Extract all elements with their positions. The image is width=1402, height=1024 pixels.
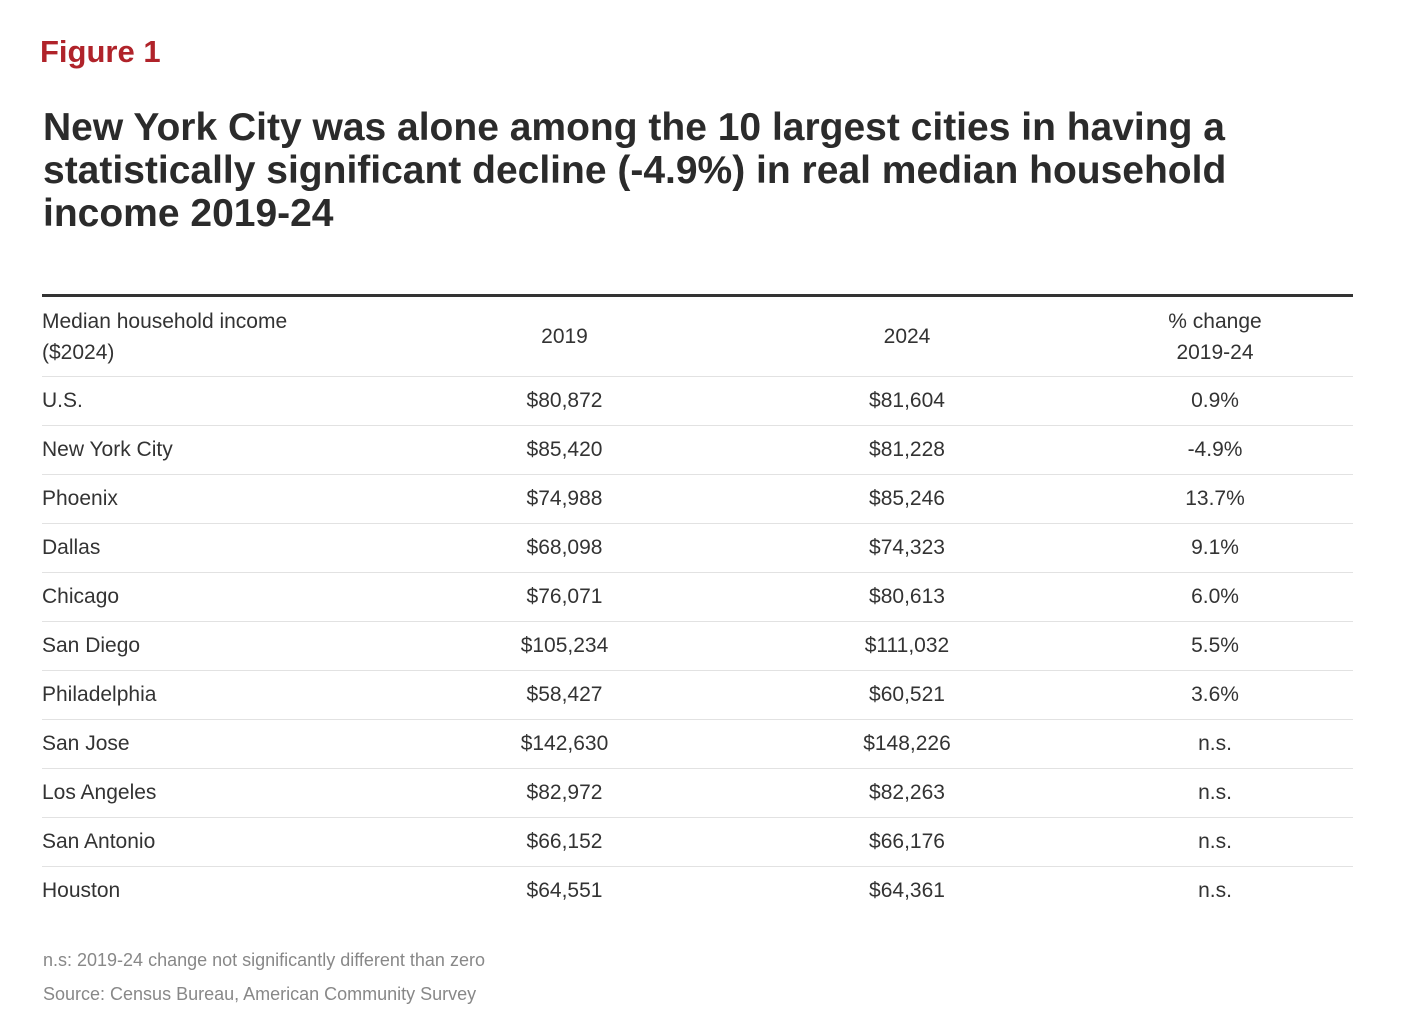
income-2019-cell: $85,420 (392, 425, 737, 475)
income-2024-cell: $81,604 (737, 376, 1077, 426)
income-2024-cell: $81,228 (737, 425, 1077, 475)
income-table: Median household income ($2024) 2019 2024 % … (42, 294, 1353, 915)
pct-change-cell: 6.0% (1077, 572, 1353, 622)
income-2024-cell: $148,226 (737, 719, 1077, 769)
pct-change-cell: n.s. (1077, 768, 1353, 818)
table-row: Houston $64,551 $64,361 n.s. (42, 866, 1353, 915)
pct-change-cell: n.s. (1077, 719, 1353, 769)
income-2019-cell: $64,551 (392, 866, 737, 915)
table-row: New York City $85,420 $81,228 -4.9% (42, 425, 1353, 475)
table-header-row: Median household income ($2024) 2019 2024 % … (42, 295, 1353, 377)
income-2024-cell: $66,176 (737, 817, 1077, 867)
income-2019-cell: $74,988 (392, 474, 737, 524)
table-row: Phoenix $74,988 $85,246 13.7% (42, 474, 1353, 524)
city-cell: Houston (42, 866, 392, 915)
source-note: Source: Census Bureau, American Communit… (43, 984, 477, 1004)
pct-change-cell: 5.5% (1077, 621, 1353, 671)
income-2019-cell: $80,872 (392, 376, 737, 426)
income-2024-cell: $80,613 (737, 572, 1077, 622)
city-cell: U.S. (42, 376, 392, 426)
city-cell: San Antonio (42, 817, 392, 867)
table-row: Chicago $76,071 $80,613 6.0% (42, 572, 1353, 622)
table-row: Los Angeles $82,972 $82,263 n.s. (42, 768, 1353, 818)
pct-change-cell: n.s. (1077, 866, 1353, 915)
income-2019-cell: $58,427 (392, 670, 737, 720)
pct-change-cell: 3.6% (1077, 670, 1353, 720)
table-row: San Jose $142,630 $148,226 n.s. (42, 719, 1353, 769)
income-2019-cell: $142,630 (392, 719, 737, 769)
column-header: 2024 (737, 295, 1077, 377)
income-2019-cell: $66,152 (392, 817, 737, 867)
chart-title: New York City was alone among the 10 lar… (43, 106, 1227, 235)
city-cell: Dallas (42, 523, 392, 573)
income-2024-cell: $85,246 (737, 474, 1077, 524)
pct-change-cell: 13.7% (1077, 474, 1353, 524)
column-header-line: Median household income (42, 309, 288, 333)
column-header-line: 2019-24 (1176, 340, 1254, 364)
column-header-line: 2019 (541, 325, 588, 348)
city-cell: Los Angeles (42, 768, 392, 818)
income-2024-cell: $74,323 (737, 523, 1077, 573)
column-header: Median household income ($2024) (42, 295, 392, 377)
income-2024-cell: $82,263 (737, 768, 1077, 818)
income-2019-cell: $82,972 (392, 768, 737, 818)
income-2024-cell: $64,361 (737, 866, 1077, 915)
pct-change-cell: -4.9% (1077, 425, 1353, 475)
city-cell: Chicago (42, 572, 392, 622)
figure-label: Figure 1 (40, 34, 161, 69)
pct-change-cell: 9.1% (1077, 523, 1353, 573)
column-header-line: % change (1168, 309, 1262, 333)
column-header: % change 2019-24 (1077, 295, 1353, 377)
income-2019-cell: $105,234 (392, 621, 737, 671)
column-header-line: 2024 (883, 325, 931, 348)
table-row: Philadelphia $58,427 $60,521 3.6% (42, 670, 1353, 720)
table-row: San Diego $105,234 $111,032 5.5% (42, 621, 1353, 671)
income-2019-cell: $68,098 (392, 523, 737, 573)
city-cell: Philadelphia (42, 670, 392, 720)
column-header-line: ($2024) (42, 340, 115, 364)
city-cell: San Diego (42, 621, 392, 671)
table-row: San Antonio $66,152 $66,176 n.s. (42, 817, 1353, 867)
column-header: 2019 (392, 295, 737, 377)
income-2024-cell: $111,032 (737, 621, 1077, 671)
city-cell: San Jose (42, 719, 392, 769)
pct-change-cell: 0.9% (1077, 376, 1353, 426)
city-cell: New York City (42, 425, 392, 475)
table-row: U.S. $80,872 $81,604 0.9% (42, 376, 1353, 426)
income-2024-cell: $60,521 (737, 670, 1077, 720)
table-row: Dallas $68,098 $74,323 9.1% (42, 523, 1353, 573)
pct-change-cell: n.s. (1077, 817, 1353, 867)
ns-footnote: n.s: 2019-24 change not significantly di… (43, 950, 485, 970)
city-cell: Phoenix (42, 474, 392, 524)
income-2019-cell: $76,071 (392, 572, 737, 622)
